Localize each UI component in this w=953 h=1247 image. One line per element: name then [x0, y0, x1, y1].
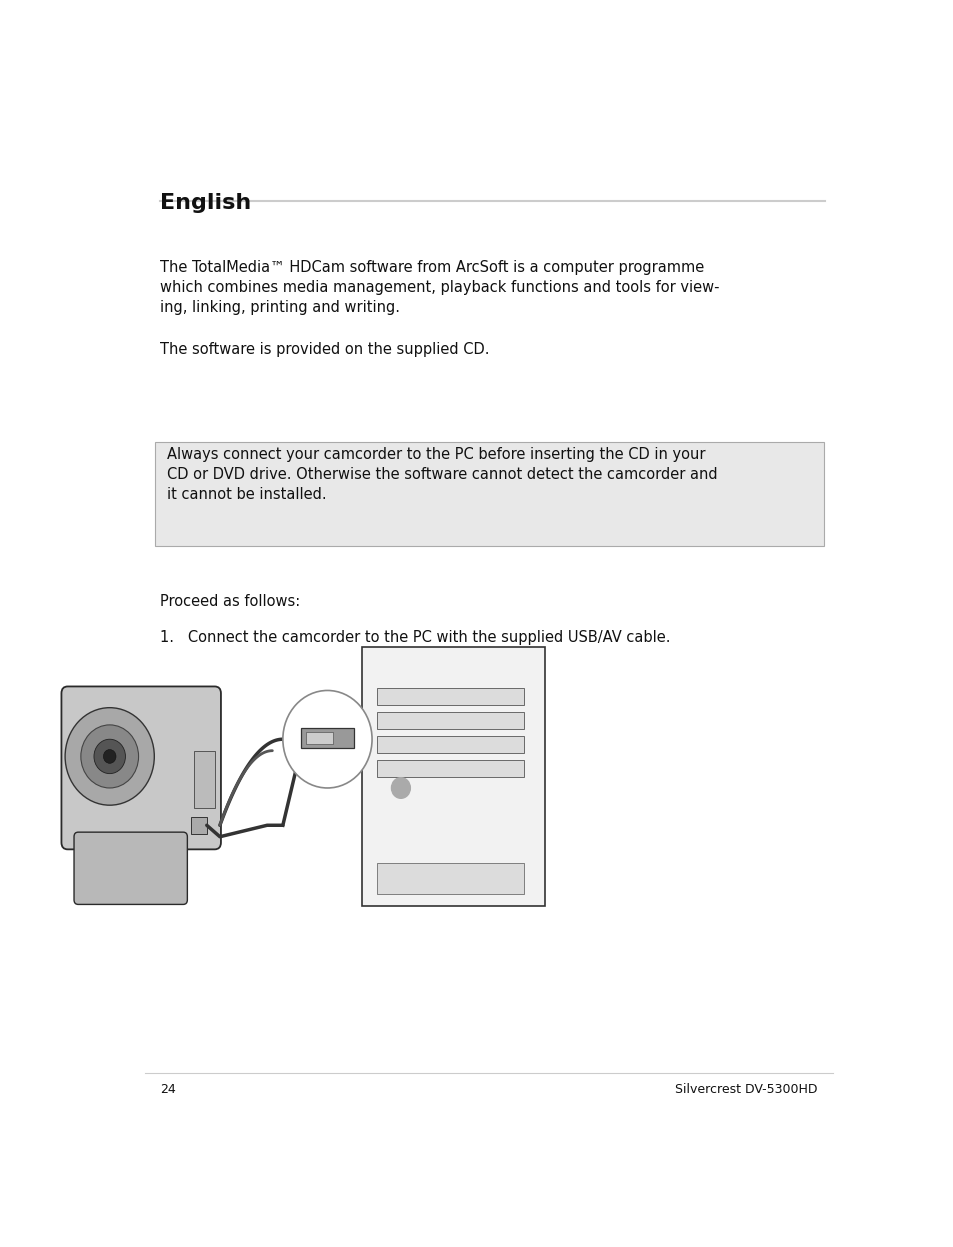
Text: Proceed as follows:: Proceed as follows: [160, 595, 300, 610]
Text: The TotalMedia™ HDCam software from ArcSoft is a computer programme
which combin: The TotalMedia™ HDCam software from ArcS… [160, 261, 719, 314]
Circle shape [103, 749, 116, 763]
Text: English: English [160, 193, 251, 213]
FancyBboxPatch shape [306, 732, 333, 743]
FancyBboxPatch shape [377, 687, 524, 705]
Circle shape [283, 691, 372, 788]
Text: Always connect your camcorder to the PC before inserting the CD in your
CD or DV: Always connect your camcorder to the PC … [167, 448, 718, 501]
Text: The software is provided on the supplied CD.: The software is provided on the supplied… [160, 342, 489, 357]
Circle shape [93, 739, 126, 773]
FancyBboxPatch shape [377, 712, 524, 729]
FancyBboxPatch shape [377, 863, 524, 894]
FancyBboxPatch shape [154, 443, 823, 546]
Circle shape [65, 708, 154, 806]
Text: Silvercrest DV-5300HD: Silvercrest DV-5300HD [675, 1082, 817, 1096]
FancyBboxPatch shape [61, 686, 221, 849]
FancyBboxPatch shape [191, 817, 207, 834]
FancyBboxPatch shape [74, 832, 187, 904]
FancyBboxPatch shape [301, 728, 354, 748]
Circle shape [81, 725, 138, 788]
FancyBboxPatch shape [377, 759, 524, 777]
FancyBboxPatch shape [361, 647, 545, 905]
Text: 24: 24 [160, 1082, 175, 1096]
FancyBboxPatch shape [377, 736, 524, 753]
FancyBboxPatch shape [193, 751, 214, 808]
Circle shape [391, 778, 410, 798]
Text: 1.   Connect the camcorder to the PC with the supplied USB/AV cable.: 1. Connect the camcorder to the PC with … [160, 630, 670, 645]
